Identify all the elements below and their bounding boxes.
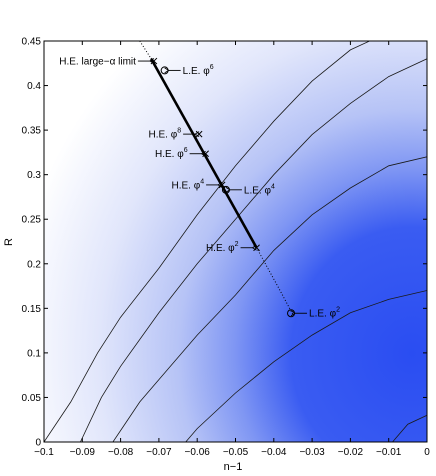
x-tick-label: 0 xyxy=(424,447,430,458)
arrow-head xyxy=(217,182,223,188)
contour-line-5 xyxy=(392,414,427,442)
x-marker xyxy=(253,244,260,252)
annotation-5: H.E. φ4 xyxy=(171,178,226,191)
y-tick-label: 0.4 xyxy=(27,81,41,92)
y-tick-label: 0.25 xyxy=(22,215,42,226)
annotation-label: H.E. φ4 xyxy=(171,178,204,191)
annotation-label: L.E. φ6 xyxy=(183,64,214,77)
annotation-7: H.E. φ2 xyxy=(206,241,260,254)
arrow-head xyxy=(149,58,155,64)
y-axis-ticks: 0 0.05 0.1 0.15 0.2 0.25 0.3 0.35 0.4 0.45 xyxy=(22,37,427,449)
x-tick-label: −0.06 xyxy=(185,447,211,458)
y-tick-label: 0 xyxy=(35,438,41,449)
annotation-3: H.E. φ8 xyxy=(148,128,203,141)
contour-line-2 xyxy=(80,58,427,442)
contour-line-3 xyxy=(112,156,427,442)
x-axis-label: n−1 xyxy=(224,461,243,473)
annotation-label: L.E. φ2 xyxy=(309,307,340,320)
x-tick-label: −0.02 xyxy=(338,447,364,458)
annotation-label: H.E. φ6 xyxy=(155,147,188,160)
annotation-label: L.E. φ4 xyxy=(244,183,275,196)
y-tick-label: 0.15 xyxy=(22,304,42,315)
y-tick-label: 0.45 xyxy=(22,37,42,48)
annotation-label: H.E. φ2 xyxy=(206,241,239,254)
x-tick-label: −0.07 xyxy=(146,447,172,458)
annotation-4: H.E. φ6 xyxy=(155,147,209,160)
arrow-head xyxy=(194,131,200,138)
x-tick-label: −0.05 xyxy=(223,447,249,458)
arrow-head xyxy=(251,244,257,251)
x-axis-ticks: −0.1 −0.09 −0.08 −0.07 −0.06 −0.05 −0.04 −0.03 −… xyxy=(34,41,430,458)
x-tick-label: −0.03 xyxy=(299,447,325,458)
y-tick-label: 0.05 xyxy=(22,393,42,404)
x-marker xyxy=(202,150,209,158)
arrow-head xyxy=(225,186,231,193)
x-tick-label: −0.04 xyxy=(261,447,287,458)
annotation-8: L.E. φ2 xyxy=(287,307,340,320)
x-tick-label: −0.08 xyxy=(108,447,134,458)
y-axis-label: R xyxy=(3,238,15,246)
contour-line-1 xyxy=(44,41,370,442)
x-marker xyxy=(150,57,158,65)
x-marker xyxy=(195,130,203,138)
y-tick-label: 0.1 xyxy=(27,348,41,359)
annotation-2: L.E. φ6 xyxy=(160,64,214,77)
y-tick-label: 0.3 xyxy=(27,170,41,181)
annotation-1: H.E. large−α limit xyxy=(59,57,158,68)
y-tick-label: 0.2 xyxy=(27,259,41,270)
annotation-6: L.E. φ4 xyxy=(221,183,275,196)
y-tick-label: 0.35 xyxy=(22,126,42,137)
annotation-label: H.E. large−α limit xyxy=(59,57,136,68)
x-tick-label: −0.09 xyxy=(70,447,96,458)
x-tick-label: −0.1 xyxy=(34,447,54,458)
arrow-head xyxy=(200,150,206,157)
arrow-head xyxy=(290,310,296,317)
plot-background xyxy=(44,41,427,442)
contour-line-4 xyxy=(185,290,427,442)
x-tick-label: −0.01 xyxy=(376,447,402,458)
marker-group: H.E. large−α limit L.E. φ6 H.E. φ8 H.E. φ6 H… xyxy=(59,57,340,320)
large-n-trajectory xyxy=(150,58,258,249)
arrow-head xyxy=(164,67,170,74)
contour-lines xyxy=(44,41,427,442)
annotation-label: H.E. φ8 xyxy=(148,128,181,141)
